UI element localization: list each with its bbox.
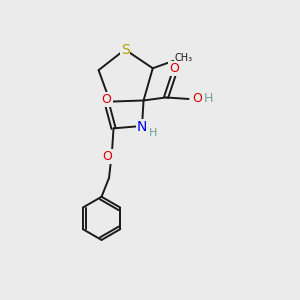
Text: O: O [103,150,112,163]
Text: O: O [192,92,202,105]
Text: N: N [137,121,147,134]
Text: S: S [121,43,129,56]
Text: CH₃: CH₃ [174,53,193,63]
Text: H: H [149,128,158,138]
Text: O: O [102,93,112,106]
Text: O: O [169,62,179,75]
Text: H: H [204,92,214,105]
